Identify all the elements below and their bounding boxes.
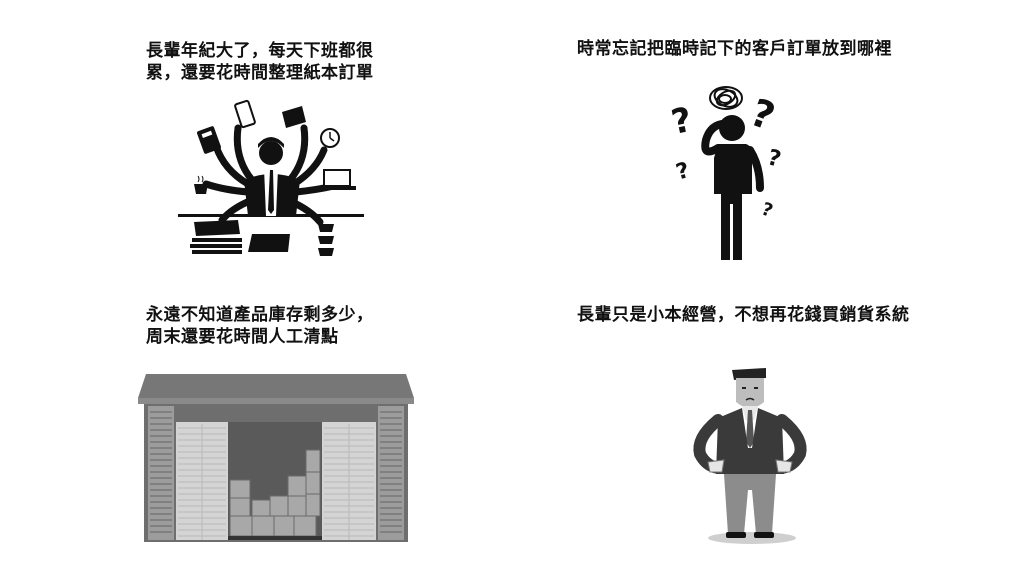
- caption-line: 周末還要花時間人工清點: [146, 327, 339, 347]
- confused-person-question-marks-icon: ? ? ? ? ?: [668, 86, 784, 260]
- svg-text:?: ?: [673, 158, 692, 185]
- caption-line: 長輩年紀大了，每天下班都很: [146, 41, 374, 61]
- caption-inventory: 永遠不知道產品庫存剩多少， 周末還要花時間人工清點: [146, 304, 374, 348]
- multi-armed-busy-worker-icon: [178, 99, 364, 256]
- caption-line: 累，還要花時間整理紙本訂單: [146, 63, 374, 83]
- louver: [148, 406, 404, 540]
- caption-line: 時常忘記把臨時記下的客戶訂單放到哪裡: [577, 39, 892, 59]
- caption-line: 永遠不知道產品庫存剩多少，: [146, 305, 374, 325]
- svg-text:?: ?: [765, 145, 784, 172]
- caption-busy-elder: 長輩年紀大了，每天下班都很 累，還要花時間整理紙本訂單: [146, 40, 374, 84]
- man-empty-pockets-icon: [693, 368, 807, 544]
- svg-text:?: ?: [668, 100, 696, 143]
- caption-small-business: 長輩只是小本經營，不想再花錢買銷貨系統: [577, 304, 910, 326]
- caption-line: 長輩只是小本經營，不想再花錢買銷貨系統: [577, 305, 910, 325]
- svg-text:?: ?: [759, 199, 776, 222]
- svg-text:?: ?: [745, 90, 781, 139]
- caption-lost-orders: 時常忘記把臨時記下的客戶訂單放到哪裡: [577, 38, 892, 60]
- warehouse-boxes-icon: [138, 374, 414, 542]
